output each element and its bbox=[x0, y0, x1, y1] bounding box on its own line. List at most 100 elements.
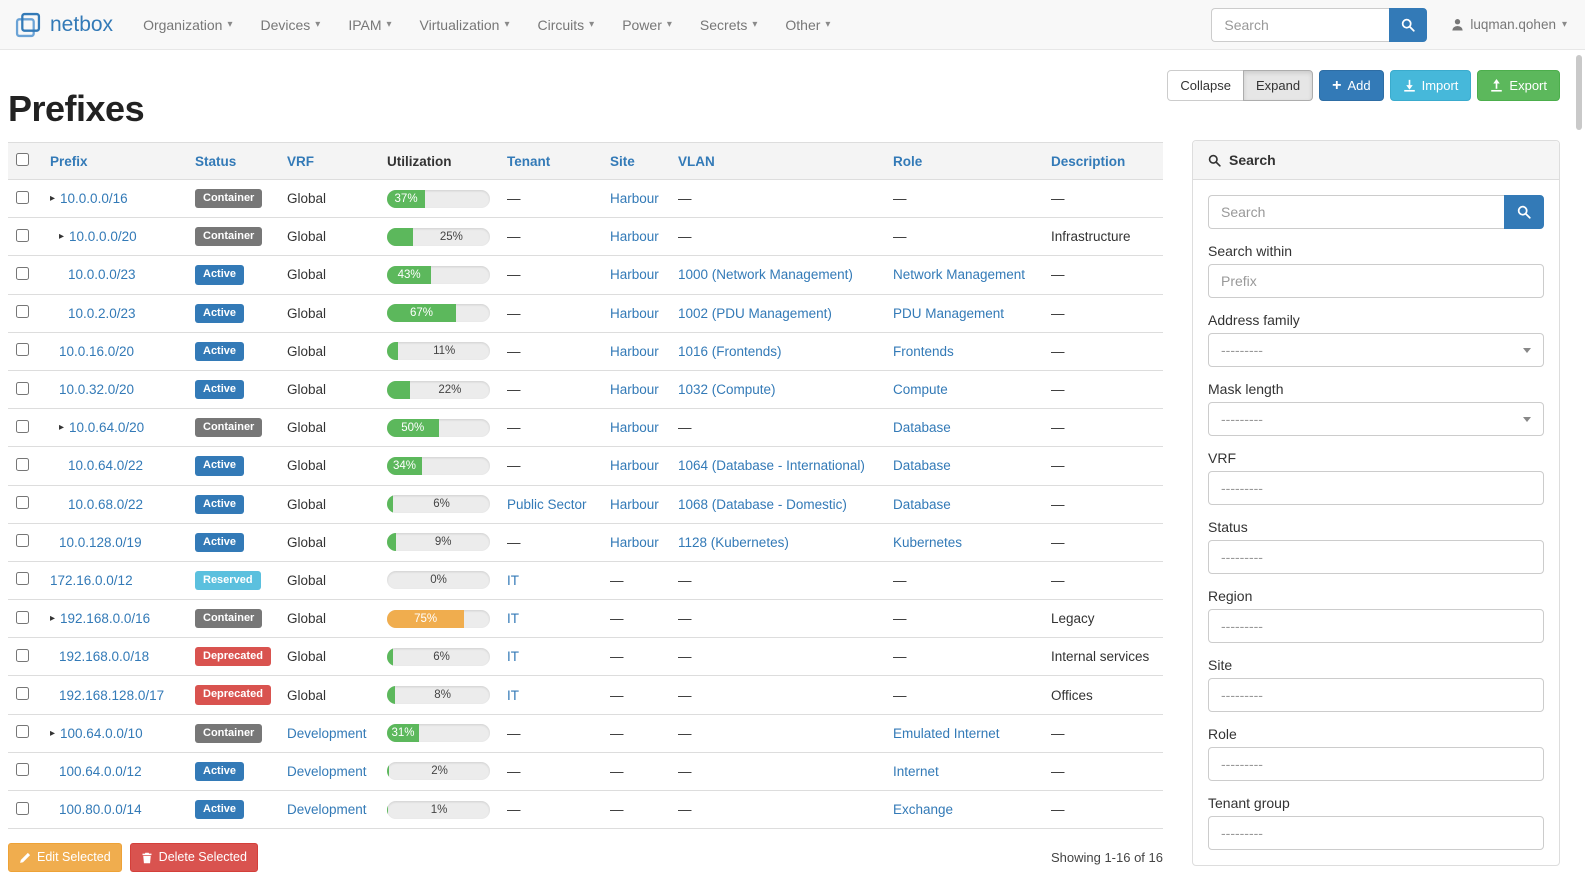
prefix-link[interactable]: 10.0.0.0/23 bbox=[68, 267, 136, 283]
row-checkbox[interactable] bbox=[16, 457, 29, 471]
filter-search-button[interactable] bbox=[1504, 195, 1544, 229]
filter-select-region[interactable]: --------- bbox=[1208, 609, 1544, 643]
prefix-link[interactable]: 192.168.0.0/16 bbox=[60, 611, 151, 627]
filter-select-mask-length[interactable]: --------- bbox=[1208, 402, 1544, 436]
netbox-brand[interactable]: netbox bbox=[14, 11, 113, 39]
tenant-link[interactable]: IT bbox=[507, 687, 519, 703]
role-link[interactable]: Database bbox=[893, 420, 951, 436]
row-checkbox[interactable] bbox=[16, 266, 29, 280]
role-link[interactable]: Database bbox=[893, 496, 951, 512]
role-link[interactable]: Internet bbox=[893, 763, 939, 779]
expand-children-icon[interactable]: ▸ bbox=[59, 231, 65, 243]
navbar-search-input[interactable] bbox=[1211, 7, 1390, 42]
vlan-link[interactable]: 1068 (Database - Domestic) bbox=[678, 496, 847, 512]
row-checkbox[interactable] bbox=[16, 305, 29, 319]
vlan-link[interactable]: 1016 (Frontends) bbox=[678, 343, 782, 359]
row-checkbox[interactable] bbox=[16, 610, 29, 624]
prefix-link[interactable]: 100.64.0.0/10 bbox=[60, 725, 143, 741]
filter-select-vrf[interactable]: --------- bbox=[1208, 471, 1544, 505]
column-header-status[interactable]: Status bbox=[187, 142, 279, 180]
site-link[interactable]: Harbour bbox=[610, 382, 659, 398]
user-menu[interactable]: luqman.qohen ▾ bbox=[1451, 17, 1567, 32]
nav-menu-other[interactable]: Other ▾ bbox=[771, 0, 844, 50]
prefix-link[interactable]: 100.80.0.0/14 bbox=[59, 802, 142, 818]
row-checkbox[interactable] bbox=[16, 381, 29, 395]
vlan-link[interactable]: 1002 (PDU Management) bbox=[678, 305, 832, 321]
expand-children-icon[interactable]: ▸ bbox=[59, 422, 65, 434]
filter-search-input[interactable] bbox=[1208, 195, 1504, 229]
filter-select-address-family[interactable]: --------- bbox=[1208, 333, 1544, 367]
column-header-vrf[interactable]: VRF bbox=[279, 142, 379, 180]
row-checkbox[interactable] bbox=[16, 687, 29, 701]
import-button[interactable]: Import bbox=[1389, 70, 1472, 101]
role-link[interactable]: Network Management bbox=[893, 267, 1026, 283]
filter-select-site[interactable]: --------- bbox=[1208, 678, 1544, 712]
delete-selected-button[interactable]: Delete Selected bbox=[129, 843, 258, 872]
nav-menu-secrets[interactable]: Secrets ▾ bbox=[686, 0, 772, 50]
site-link[interactable]: Harbour bbox=[610, 267, 659, 283]
tenant-link[interactable]: IT bbox=[507, 611, 519, 627]
navbar-search-button[interactable] bbox=[1389, 7, 1428, 42]
add-button[interactable]: + Add bbox=[1319, 70, 1384, 101]
column-header-tenant[interactable]: Tenant bbox=[499, 142, 602, 180]
column-header-role[interactable]: Role bbox=[885, 142, 1043, 180]
role-link[interactable]: Kubernetes bbox=[893, 534, 963, 550]
site-link[interactable]: Harbour bbox=[610, 343, 659, 359]
role-link[interactable]: Exchange bbox=[893, 802, 954, 818]
role-link[interactable]: Frontends bbox=[893, 343, 954, 359]
vlan-link[interactable]: 1128 (Kubernetes) bbox=[678, 534, 789, 550]
row-checkbox[interactable] bbox=[16, 496, 29, 510]
nav-menu-ipam[interactable]: IPAM ▾ bbox=[334, 0, 405, 50]
row-checkbox[interactable] bbox=[16, 534, 29, 548]
scrollbar-thumb[interactable] bbox=[1576, 55, 1582, 130]
row-checkbox[interactable] bbox=[16, 648, 29, 662]
expand-children-icon[interactable]: ▸ bbox=[50, 727, 56, 739]
select-all-checkbox[interactable] bbox=[16, 153, 29, 166]
vlan-link[interactable]: 1032 (Compute) bbox=[678, 382, 776, 398]
vlan-link[interactable]: 1000 (Network Management) bbox=[678, 267, 853, 283]
row-checkbox[interactable] bbox=[16, 763, 29, 777]
prefix-link[interactable]: 10.0.0.0/20 bbox=[69, 229, 137, 245]
vrf-link[interactable]: Development bbox=[287, 802, 367, 818]
prefix-link[interactable]: 10.0.0.0/16 bbox=[60, 191, 128, 207]
row-checkbox[interactable] bbox=[16, 572, 29, 586]
prefix-link[interactable]: 100.64.0.0/12 bbox=[59, 763, 142, 779]
vrf-link[interactable]: Development bbox=[287, 725, 367, 741]
nav-menu-devices[interactable]: Devices ▾ bbox=[246, 0, 334, 50]
collapse-button[interactable]: Collapse bbox=[1167, 70, 1244, 101]
site-link[interactable]: Harbour bbox=[610, 229, 659, 245]
nav-menu-virtualization[interactable]: Virtualization ▾ bbox=[406, 0, 524, 50]
prefix-link[interactable]: 10.0.64.0/20 bbox=[69, 420, 145, 436]
tenant-link[interactable]: IT bbox=[507, 649, 519, 665]
column-header-vlan[interactable]: VLAN bbox=[670, 142, 885, 180]
tenant-link[interactable]: IT bbox=[507, 572, 519, 588]
vrf-link[interactable]: Development bbox=[287, 763, 367, 779]
site-link[interactable]: Harbour bbox=[610, 305, 659, 321]
role-link[interactable]: PDU Management bbox=[893, 305, 1005, 321]
site-link[interactable]: Harbour bbox=[610, 191, 659, 207]
prefix-link[interactable]: 192.168.128.0/17 bbox=[59, 687, 165, 703]
site-link[interactable]: Harbour bbox=[610, 420, 659, 436]
row-checkbox[interactable] bbox=[16, 801, 29, 815]
nav-menu-power[interactable]: Power ▾ bbox=[608, 0, 686, 50]
row-checkbox[interactable] bbox=[16, 228, 29, 242]
prefix-link[interactable]: 10.0.32.0/20 bbox=[59, 382, 135, 398]
row-checkbox[interactable] bbox=[16, 725, 29, 739]
prefix-link[interactable]: 10.0.2.0/23 bbox=[68, 305, 136, 321]
expand-children-icon[interactable]: ▸ bbox=[50, 193, 56, 205]
filter-select-role[interactable]: --------- bbox=[1208, 747, 1544, 781]
expand-children-icon[interactable]: ▸ bbox=[50, 613, 56, 625]
role-link[interactable]: Compute bbox=[893, 382, 948, 398]
role-link[interactable]: Database bbox=[893, 458, 951, 474]
filter-select-tenant-group[interactable]: --------- bbox=[1208, 816, 1544, 850]
site-link[interactable]: Harbour bbox=[610, 458, 659, 474]
column-header-prefix[interactable]: Prefix bbox=[42, 142, 187, 180]
row-checkbox[interactable] bbox=[16, 343, 29, 357]
filter-input-search-within[interactable] bbox=[1208, 264, 1544, 298]
tenant-link[interactable]: Public Sector bbox=[507, 496, 587, 512]
prefix-link[interactable]: 10.0.128.0/19 bbox=[59, 534, 142, 550]
vlan-link[interactable]: 1064 (Database - International) bbox=[678, 458, 865, 474]
prefix-link[interactable]: 10.0.68.0/22 bbox=[68, 496, 144, 512]
filter-select-status[interactable]: --------- bbox=[1208, 540, 1544, 574]
row-checkbox[interactable] bbox=[16, 419, 29, 433]
